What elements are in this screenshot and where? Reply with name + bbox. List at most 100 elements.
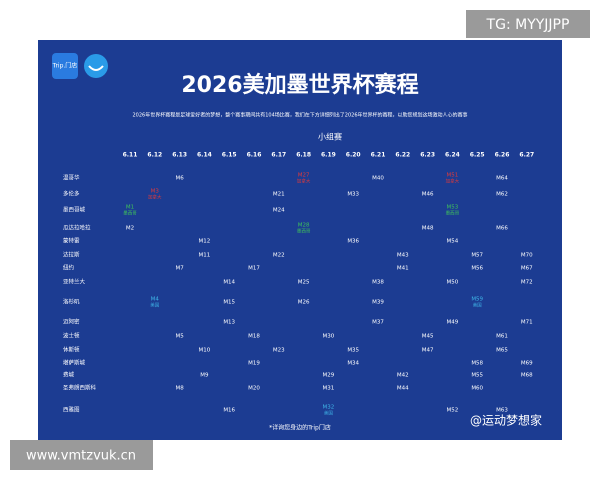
match: M13: [223, 320, 235, 326]
logo-box: [52, 53, 78, 79]
match: M61: [496, 334, 508, 340]
watermark-box: [10, 440, 153, 470]
logo-smile: [88, 65, 104, 71]
match-host: 墨西哥: [123, 211, 137, 217]
match: M29: [323, 373, 335, 379]
match: M35: [347, 348, 359, 354]
match: M44: [397, 386, 409, 392]
match-host: 美国: [150, 302, 159, 309]
match: M41: [397, 266, 409, 272]
match: M48: [422, 226, 434, 232]
date-header: 6.22: [395, 152, 410, 159]
match: M33: [347, 192, 359, 198]
date-header: 6.24: [445, 152, 460, 159]
match: M15: [223, 300, 235, 306]
match: M18: [248, 334, 260, 340]
watermark-box: [466, 10, 590, 38]
match: M4: [151, 297, 160, 303]
subtitle: 2026年世界杯赛程是足球爱好者的梦想，整个赛事期间共有104场比赛，我们在下方…: [133, 112, 468, 119]
match-host: 加拿大: [297, 178, 311, 185]
match-host: 墨西哥: [446, 211, 460, 217]
match: M47: [422, 348, 434, 354]
watermark: TG: MYYJJPP: [486, 17, 570, 33]
match: M21: [273, 192, 285, 198]
city: 达拉斯: [63, 251, 80, 259]
match-host: 加拿大: [148, 194, 162, 201]
match: M24: [273, 208, 285, 214]
match: M60: [471, 386, 483, 392]
match: M64: [496, 176, 508, 182]
match: M39: [372, 300, 384, 306]
match: M36: [347, 239, 359, 245]
city: 圣弗朗西斯科: [63, 384, 97, 392]
date-header: 6.11: [123, 152, 138, 159]
match: M9: [200, 373, 209, 379]
match-host: 墨西哥: [297, 229, 311, 235]
city: 波士顿: [63, 332, 80, 340]
city: 迈阿密: [63, 318, 80, 326]
city: 墨西哥城: [63, 207, 86, 214]
match-host: 美国: [324, 410, 333, 417]
match: M3: [151, 189, 160, 195]
date-header: 6.15: [222, 152, 237, 159]
match: M68: [521, 373, 533, 379]
match: M52: [447, 408, 459, 414]
match: M55: [471, 373, 483, 379]
match: M59: [471, 297, 483, 303]
city: 多伦多: [63, 190, 80, 198]
match: M38: [372, 280, 384, 286]
city: 温哥华: [63, 174, 80, 182]
match: M43: [397, 253, 409, 259]
footnote: *详询您身边的Trip门店: [269, 424, 331, 432]
city: 瓜达拉哈拉: [63, 224, 91, 232]
match: M12: [199, 239, 211, 245]
city: 纽约: [63, 264, 75, 272]
match: M34: [347, 361, 359, 367]
stage: 小组赛: [318, 132, 342, 142]
city: 亚特兰大: [63, 278, 86, 286]
city: 西雅图: [63, 406, 80, 414]
match: M57: [471, 253, 483, 259]
match: M23: [273, 348, 285, 354]
date-header: 6.12: [147, 152, 162, 159]
date-header: 6.26: [495, 152, 510, 159]
match: M70: [521, 253, 533, 259]
match: M37: [372, 320, 384, 326]
match: M27: [298, 173, 310, 179]
match: M32: [323, 405, 335, 411]
match: M58: [471, 361, 483, 367]
city: 洛杉矶: [63, 298, 80, 306]
match: M17: [248, 266, 260, 272]
date-header: 6.18: [296, 152, 311, 159]
date-header: 6.19: [321, 152, 336, 159]
credit: @运动梦想家: [470, 413, 542, 428]
match: M62: [496, 192, 508, 198]
match: M25: [298, 280, 310, 286]
match: M50: [447, 280, 459, 286]
match-host: 加拿大: [446, 178, 460, 185]
match: M56: [471, 266, 483, 272]
match: M26: [298, 300, 310, 306]
date-header: 6.23: [420, 152, 435, 159]
city: 休斯顿: [63, 346, 80, 354]
match: M71: [521, 320, 533, 326]
match: M19: [248, 361, 260, 367]
city: 费城: [63, 371, 75, 379]
logo-icon: [84, 54, 108, 78]
city: 堪萨斯城: [63, 359, 86, 367]
city: 蒙特雷: [63, 237, 80, 245]
match: M40: [372, 176, 384, 182]
date-header: 6.27: [519, 152, 534, 159]
match: M16: [223, 408, 235, 414]
match: M51: [447, 173, 459, 179]
match: M53: [447, 205, 459, 211]
match-host: 美国: [473, 302, 482, 309]
match: M67: [521, 266, 533, 272]
match: M45: [422, 334, 434, 340]
match: M2: [126, 226, 134, 232]
date-header: 6.21: [371, 152, 386, 159]
match: M66: [496, 226, 508, 232]
match: M20: [248, 386, 260, 392]
match: M31: [323, 386, 335, 392]
